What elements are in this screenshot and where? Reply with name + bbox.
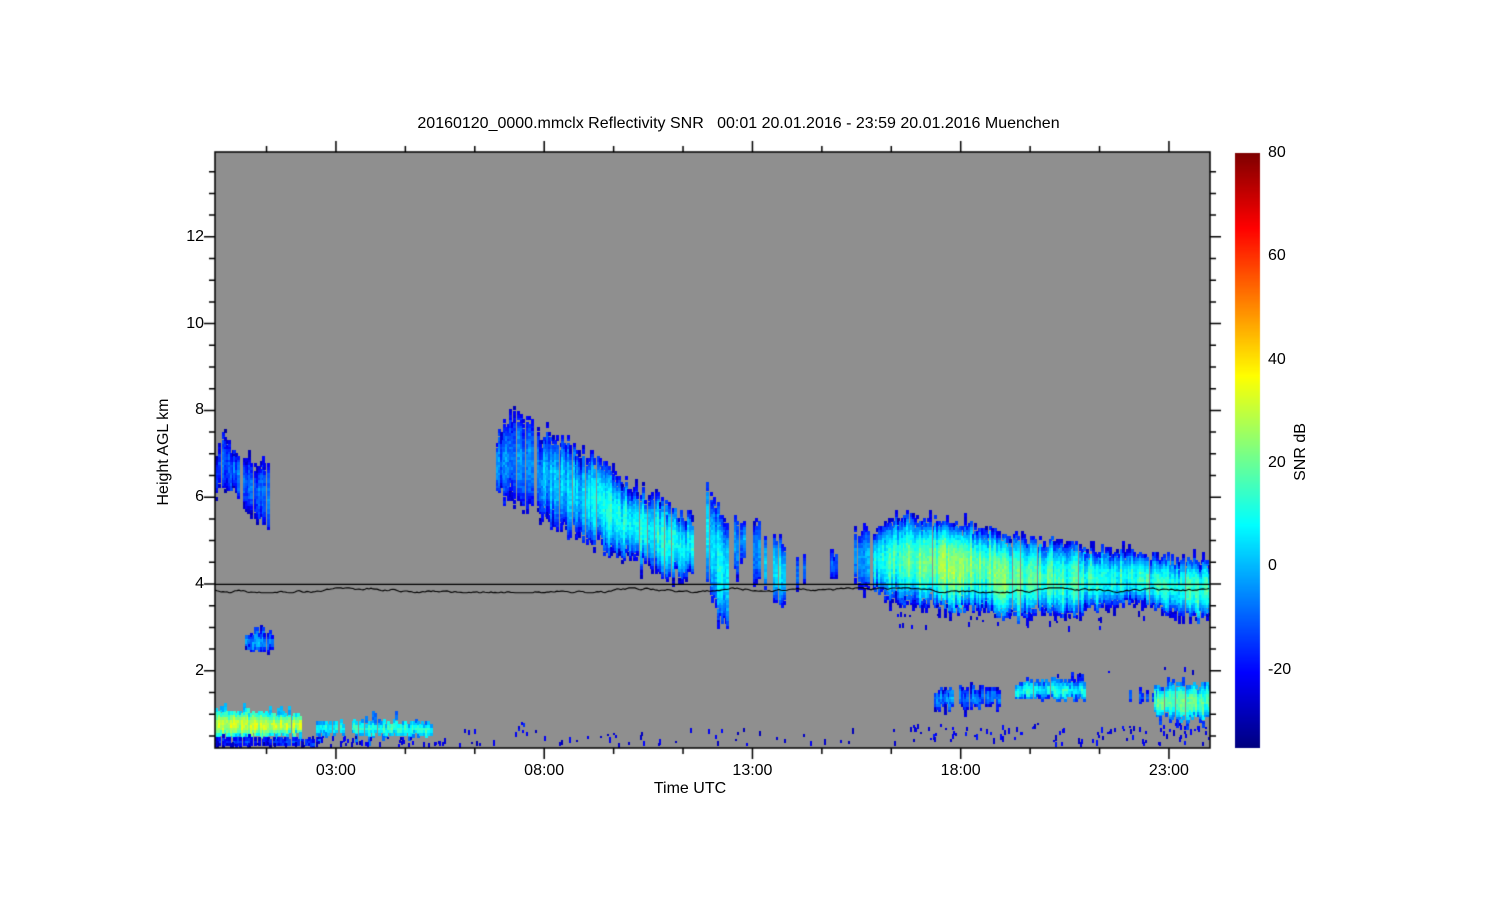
y-tick-label-4: 4 xyxy=(195,575,204,592)
x-tick-label-08:00: 08:00 xyxy=(524,762,565,779)
y-axis-label: Height AGL km xyxy=(155,398,172,506)
x-tick-label-23:00: 23:00 xyxy=(1148,762,1189,779)
x-tick-label-03:00: 03:00 xyxy=(315,762,356,779)
y-tick-label-2: 2 xyxy=(195,661,204,679)
plot-title: 20160120_0000.mmclx Reflectivity SNR 00:… xyxy=(417,115,1060,132)
colorbar-tick-label--20: -20 xyxy=(1268,660,1292,678)
x-tick-label-18:00: 18:00 xyxy=(940,762,981,779)
colorbar-tick-label-60: 60 xyxy=(1268,247,1286,265)
y-tick-label-10: 10 xyxy=(186,314,204,332)
x-tick-label-13:00: 13:00 xyxy=(732,762,773,779)
x-axis-label: Time UTC xyxy=(653,780,727,797)
y-tick-label-6: 6 xyxy=(195,488,204,506)
colorbar-label: SNR dB xyxy=(1292,423,1309,481)
colorbar-tick-label-20: 20 xyxy=(1268,453,1286,471)
y-tick-label-12: 12 xyxy=(186,227,204,245)
y-tick-label-8: 8 xyxy=(195,401,204,419)
colorbar-tick-label-80: 80 xyxy=(1268,144,1286,161)
colorbar-tick-label-40: 40 xyxy=(1268,350,1286,368)
colorbar-tick-label-0: 0 xyxy=(1268,557,1277,575)
